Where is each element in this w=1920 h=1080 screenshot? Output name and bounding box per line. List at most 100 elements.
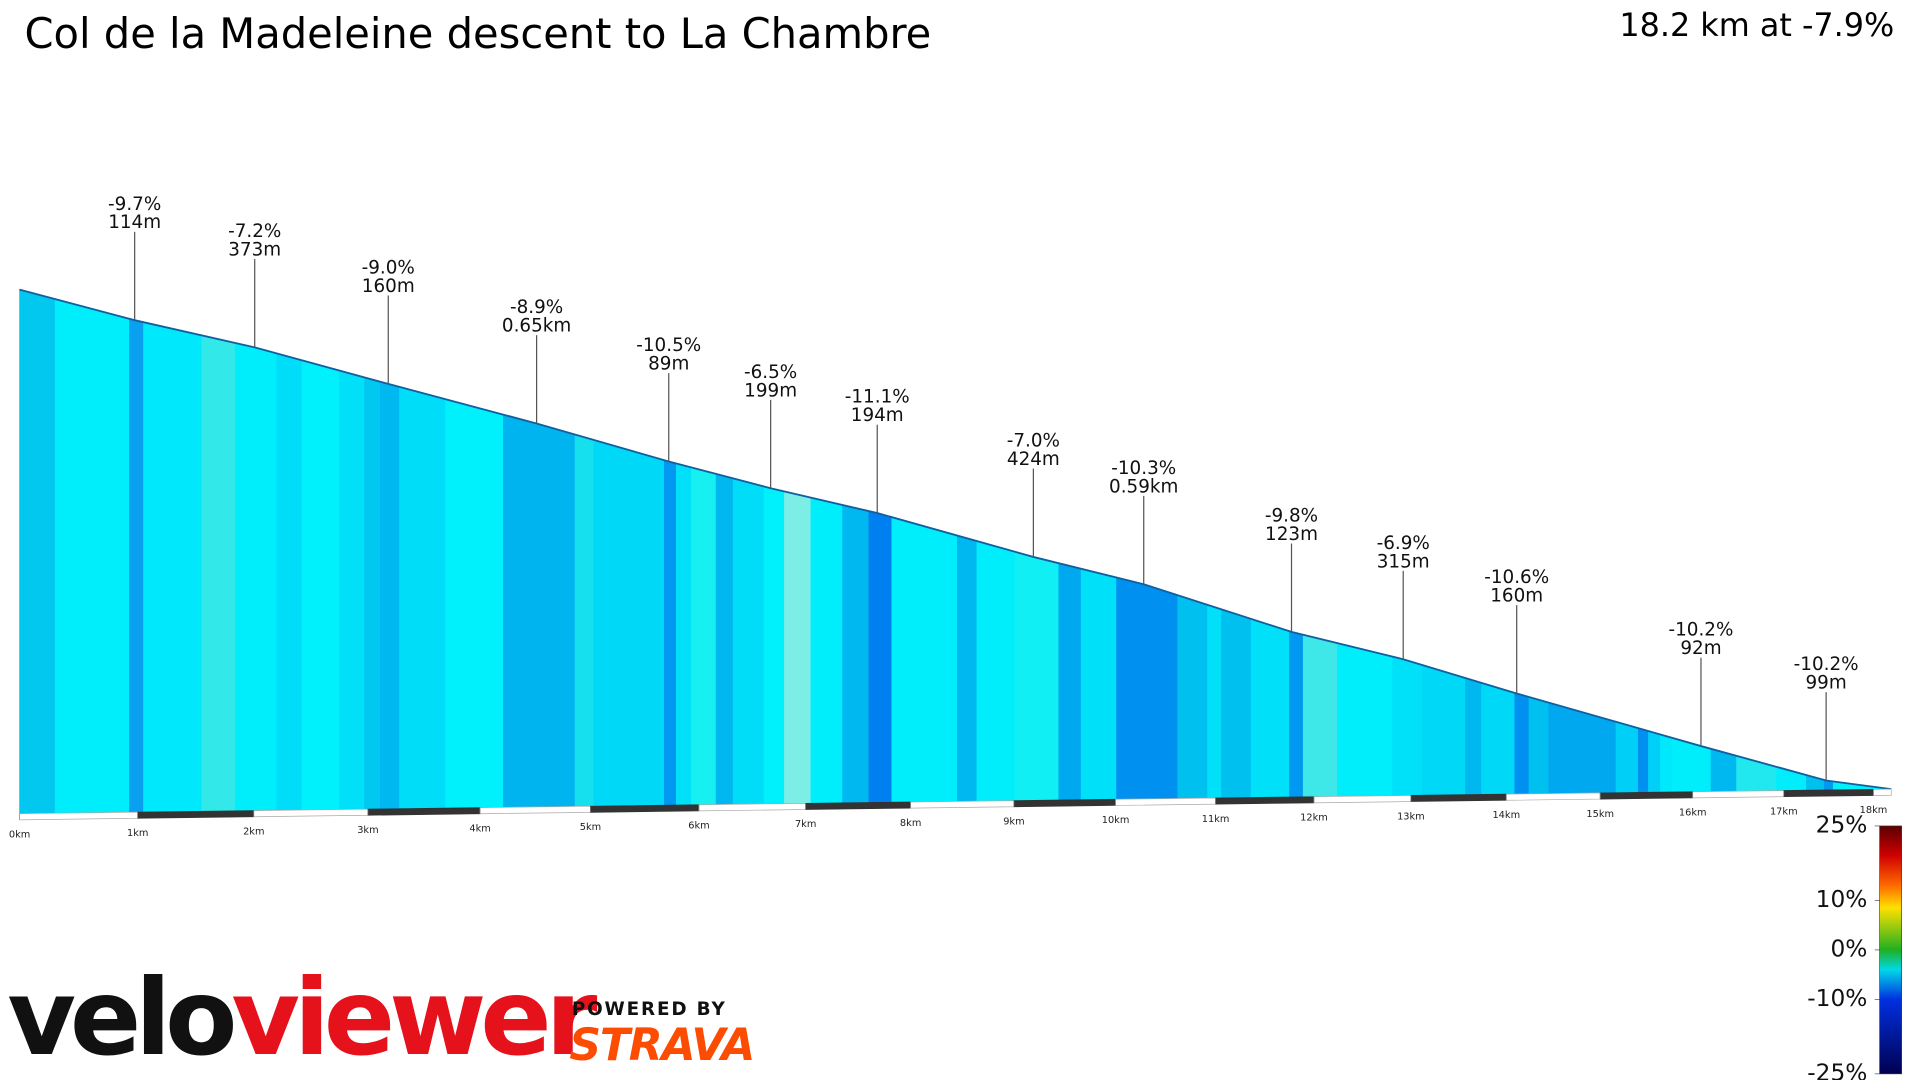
- annotation-length: 92m: [1680, 638, 1721, 659]
- grade-segment: [1337, 642, 1393, 797]
- grade-segment: [691, 466, 717, 806]
- axis-bar: [910, 800, 1015, 809]
- annotation-length: 315m: [1377, 551, 1430, 572]
- grade-segment: [1058, 562, 1082, 801]
- grade-segment: [763, 486, 785, 805]
- grade-segment: [234, 342, 278, 812]
- annotation-grade: -10.5%: [636, 335, 701, 356]
- annotation-grade: -7.2%: [228, 221, 281, 242]
- annotation-grade: -10.2%: [1668, 620, 1733, 641]
- axis-bar: [479, 805, 591, 815]
- annotation-grade: -10.6%: [1484, 567, 1549, 588]
- annotation-length: 0.59km: [1109, 476, 1178, 497]
- grade-segment: [1080, 568, 1117, 801]
- grade-segment: [276, 352, 303, 811]
- profile-overlay: 0km 1km 2km 3km 4km 5km 6km 7km 8km 9km 10km 11km 12…: [9, 194, 1892, 841]
- grade-segment: [379, 381, 400, 810]
- axis-bar: [1692, 790, 1785, 799]
- grade-segment: [842, 504, 870, 804]
- annotation-length: 424m: [1007, 449, 1060, 470]
- grade-segment: [129, 318, 144, 813]
- grade-segment: [956, 534, 978, 802]
- grade-segment: [143, 321, 203, 813]
- grade-segment: [503, 414, 576, 808]
- grade-segment: [1648, 730, 1661, 793]
- logo-velo: velo: [7, 955, 233, 1078]
- x-tick-label: 17km: [1770, 806, 1798, 817]
- grade-segment: [364, 376, 381, 810]
- axis-bar: [1873, 788, 1892, 796]
- grade-segment: [1481, 682, 1516, 795]
- grade-segment: [1207, 604, 1222, 799]
- grade-segment: [1116, 577, 1179, 800]
- grade-segment: [399, 386, 446, 810]
- axis-bar: [253, 808, 369, 818]
- grade-segment: [1289, 630, 1304, 798]
- axis-bar: [805, 801, 912, 810]
- x-tick-label: 15km: [1586, 809, 1614, 820]
- annotation-grade: -9.0%: [362, 258, 415, 279]
- annotation-grade: -6.5%: [744, 362, 797, 383]
- x-tick-label: 18km: [1860, 805, 1888, 816]
- annotation-length: 194m: [851, 405, 904, 426]
- annotation-length: 199m: [744, 380, 797, 401]
- grade-segment: [54, 298, 130, 814]
- grade-segment: [1422, 664, 1466, 796]
- annotation-length: 0.65km: [502, 316, 571, 337]
- colorbar-label: 25%: [1816, 811, 1868, 838]
- colorbar-label: -10%: [1807, 985, 1867, 1012]
- annotation-grade: -10.2%: [1794, 654, 1859, 675]
- axis-bar: [19, 811, 139, 821]
- axis-bar: [1505, 792, 1601, 801]
- annotation-length: 89m: [648, 354, 689, 375]
- colorbar-label: 10%: [1816, 886, 1868, 913]
- grade-segment: [1302, 634, 1338, 798]
- x-tick-label: 6km: [688, 821, 709, 832]
- grade-segment: [445, 398, 504, 809]
- grade-segment: [339, 370, 365, 810]
- x-tick-label: 3km: [357, 825, 378, 836]
- powered-by: POWERED BY: [572, 999, 727, 1020]
- x-tick-label: 7km: [795, 819, 816, 830]
- grade-segment: [301, 359, 340, 811]
- axis-bar: [1013, 798, 1116, 808]
- x-tick-label: 5km: [580, 822, 601, 833]
- logo-viewer: viewer: [231, 955, 597, 1078]
- axis-bar: [590, 804, 700, 813]
- annotation-length: 373m: [228, 239, 281, 260]
- axis-bar: [1599, 791, 1694, 800]
- grade-segment: [1392, 656, 1423, 797]
- profile-segments: [19, 289, 1892, 815]
- logo: veloviewer: [7, 955, 597, 1078]
- grade-segment: [868, 510, 893, 803]
- grade-segment: [1615, 721, 1639, 794]
- x-tick-label: 16km: [1679, 808, 1707, 819]
- grade-segment: [891, 516, 958, 803]
- annotation-grade: -10.3%: [1111, 458, 1176, 479]
- strava: STRAVA: [569, 1020, 754, 1071]
- axis-bar: [1313, 795, 1412, 804]
- grade-segment: [1465, 677, 1483, 796]
- axis-bar: [1410, 793, 1507, 802]
- axis-bar: [367, 807, 481, 816]
- axis-bar: [1215, 796, 1315, 805]
- colorbar-label: 0%: [1830, 935, 1867, 962]
- annotation-length: 99m: [1806, 673, 1847, 694]
- annotation-grade: -6.9%: [1377, 533, 1430, 554]
- chart-title: Col de la Madeleine descent to La Chambr…: [24, 9, 931, 58]
- grade-segment: [1014, 551, 1060, 801]
- grade-segment: [664, 459, 677, 806]
- annotation-length: 123m: [1265, 524, 1318, 545]
- grade-segment: [732, 477, 765, 805]
- x-tick-label: 9km: [1003, 816, 1024, 827]
- x-tick-label: 0km: [9, 830, 30, 841]
- annotation-grade: -8.9%: [510, 297, 563, 318]
- annotation-length: 160m: [1490, 585, 1543, 606]
- grade-segment: [574, 434, 595, 807]
- grade-segment: [19, 289, 56, 815]
- x-tick-label: 13km: [1397, 811, 1425, 822]
- annotation-grade: -11.1%: [845, 387, 910, 408]
- grade-segment: [810, 497, 843, 804]
